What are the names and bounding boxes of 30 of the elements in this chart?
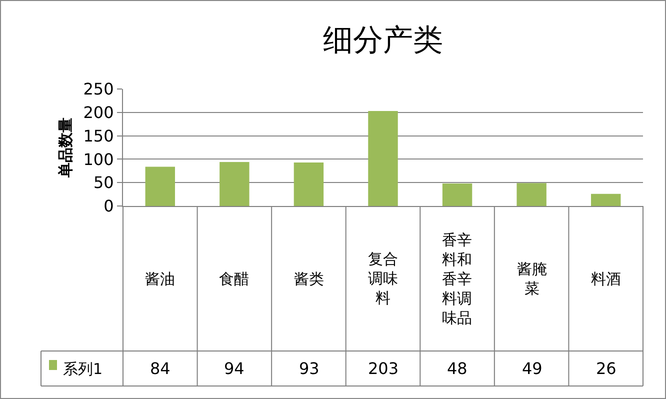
x-tick-label: 香辛料和香辛料调味品: [442, 231, 472, 327]
bar: [220, 162, 250, 206]
y-tick-label: 200: [83, 103, 114, 122]
data-label: 26: [596, 359, 616, 378]
x-tick-label: 食醋: [219, 270, 249, 288]
chart-title: 细分产类: [323, 22, 443, 58]
x-tick-label: 酱类: [294, 270, 324, 288]
y-tick-label: 50: [93, 173, 114, 192]
x-tick-label: 酱油: [145, 270, 175, 288]
y-axis-title: 单品数量: [56, 118, 75, 178]
bar: [442, 184, 472, 206]
x-tick-label: 复合调味料: [368, 250, 398, 307]
data-label: 48: [447, 359, 468, 378]
bar: [368, 111, 398, 206]
x-tick-label: 料酒: [591, 270, 621, 288]
y-tick-label: 100: [83, 150, 114, 169]
bar: [294, 162, 324, 206]
y-tick-label: 150: [83, 126, 114, 146]
bar: [591, 194, 621, 206]
data-label: 93: [299, 359, 320, 378]
x-tick-label: 酱腌菜: [517, 260, 547, 298]
data-label: 49: [522, 359, 542, 378]
bar: [145, 166, 175, 206]
bar: [516, 183, 546, 206]
y-tick-label: 250: [83, 80, 114, 99]
data-label: 84: [150, 359, 170, 378]
y-tick-label: 0: [104, 196, 114, 216]
data-label: 94: [224, 359, 244, 378]
data-label: 203: [368, 359, 399, 378]
legend-label: 系列1: [63, 360, 103, 378]
